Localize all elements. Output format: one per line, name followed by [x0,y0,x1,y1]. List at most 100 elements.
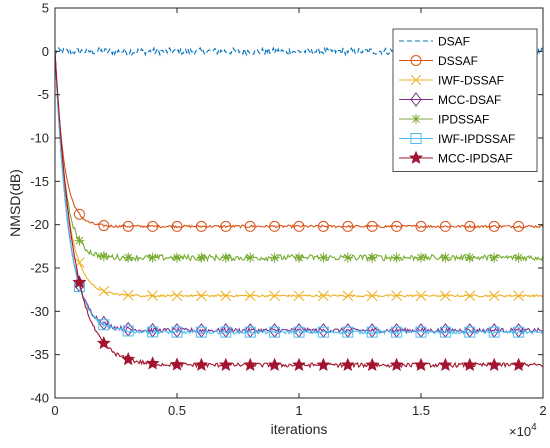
marker-iwf-dssaf-7 [244,290,256,302]
y-tick-label-7: -30 [30,304,49,319]
marker-iwf-ipdssaf-10 [317,326,329,338]
marker-dssaf-13 [391,220,403,232]
marker-ipdssaf-13 [391,252,402,263]
marker-ipdssaf-8 [269,252,280,263]
marker-mcc-ipdsaf-15 [438,357,453,371]
marker-dssaf-0 [73,208,85,220]
marker-ipdssaf-0 [74,235,85,246]
marker-dssaf-12 [366,220,378,232]
marker-iwf-ipdssaf-3 [147,326,159,338]
legend-entry-dsaf: DSAF [399,35,470,49]
marker-iwf-dssaf-15 [440,290,451,302]
marker-iwf-ipdssaf-4 [171,326,183,338]
marker-mcc-ipdsaf-16 [462,357,477,371]
marker-dssaf-9 [293,220,305,232]
marker-iwf-ipdssaf-9 [293,326,305,338]
legend-label-mcc-ipdsaf: MCC-IPDSAF [438,152,513,166]
legend-entry-iwf-dssaf: IWF-DSSAF [399,74,504,88]
marker-ipdssaf-14 [416,252,426,263]
marker-dssaf-2 [122,220,134,232]
series-dssaf [55,51,543,232]
marker-dssaf-7 [244,220,256,232]
marker-ipdssaf-2 [123,252,134,263]
legend-marker-dssaf [410,55,422,66]
marker-iwf-dssaf-9 [293,290,305,302]
marker-iwf-ipdssaf-18 [513,326,525,338]
legend-entry-mcc-dsaf: MCC-DSAF [399,92,501,107]
marker-ipdssaf-1 [98,251,109,262]
y-tick-label-0: 5 [42,1,49,16]
marker-iwf-ipdssaf-16 [464,326,476,338]
line-dssaf [55,51,543,229]
marker-mcc-ipdsaf-7 [243,357,258,371]
marker-mcc-ipdsaf-13 [389,357,404,371]
marker-dssaf-3 [147,220,159,232]
marker-iwf-ipdssaf-7 [244,326,256,338]
x-tick-label-3: 1.5 [412,403,430,418]
legend-entry-dssaf: DSSAF [399,54,478,68]
y-tick-label-9: -40 [30,391,49,406]
legend-label-dssaf: DSSAF [438,54,478,68]
marker-ipdssaf-3 [147,252,158,263]
series-ipdssaf [55,50,543,263]
marker-ipdssaf-6 [220,252,231,263]
line-mcc-dsaf [55,51,543,335]
marker-mcc-ipdsaf-14 [414,357,428,371]
y-tick-label-3: -10 [30,131,49,146]
marker-dssaf-16 [464,220,476,232]
marker-dssaf-5 [195,220,207,232]
legend-label-dsaf: DSAF [438,35,470,49]
x-tick-label-0: 0 [51,403,58,418]
marker-iwf-dssaf-2 [122,289,134,301]
marker-mcc-ipdsaf-4 [170,357,184,371]
marker-iwf-ipdssaf-12 [366,326,378,338]
legend-marker-mcc-ipdsaf [409,150,423,164]
y-tick-label-2: -5 [37,87,49,102]
marker-ipdssaf-5 [196,252,207,263]
y-tick-label-4: -15 [30,174,49,189]
marker-iwf-ipdssaf-8 [269,326,281,338]
marker-dssaf-6 [220,220,232,232]
x-axis-label: iterations [271,421,328,437]
marker-dssaf-11 [342,220,354,232]
marker-ipdssaf-11 [342,252,353,263]
marker-ipdssaf-17 [489,252,500,263]
legend-box [392,28,538,172]
marker-iwf-dssaf-6 [220,290,232,302]
marker-mcc-ipdsaf-10 [316,357,331,371]
marker-mcc-ipdsaf-17 [487,357,502,371]
plot-area [55,46,543,371]
legend-entry-iwf-ipdssaf: IWF-IPDSSAF [399,132,515,146]
x-tick-label-1: 0.5 [168,403,186,418]
marker-iwf-dssaf-5 [196,290,207,302]
legend-label-iwf-ipdssaf: IWF-IPDSSAF [438,132,515,146]
marker-iwf-dssaf-12 [366,290,378,302]
x-axis-exponent: ×104 [509,422,537,439]
marker-mcc-ipdsaf-3 [145,356,160,370]
legend-label-ipdssaf: IPDSSAF [438,113,489,127]
marker-iwf-ipdssaf-6 [220,326,232,338]
marker-iwf-dssaf-1 [98,285,110,297]
marker-iwf-dssaf-13 [391,290,402,302]
y-tick-label-8: -35 [30,347,49,362]
legend-marker-ipdssaf [411,114,421,124]
marker-dssaf-8 [269,220,281,232]
marker-iwf-dssaf-10 [318,290,329,302]
x-exponent-base: ×10 [509,424,531,439]
marker-iwf-ipdssaf-11 [342,326,354,338]
marker-ipdssaf-10 [318,252,329,263]
series-mcc-ipdsaf [55,51,543,371]
marker-iwf-dssaf-8 [269,290,280,302]
legend-label-mcc-dsaf: MCC-DSAF [438,93,501,107]
legend-marker-iwf-dssaf [410,74,422,86]
marker-ipdssaf-15 [440,252,451,263]
x-tick-label-4: 2 [539,403,546,418]
marker-ipdssaf-4 [172,252,182,263]
marker-mcc-ipdsaf-2 [121,352,136,366]
marker-iwf-dssaf-18 [513,290,524,302]
series-iwf-dssaf [55,51,543,302]
line-iwf-ipdssaf [55,51,543,336]
y-tick-label-6: -25 [30,261,49,276]
marker-iwf-dssaf-16 [464,290,476,302]
